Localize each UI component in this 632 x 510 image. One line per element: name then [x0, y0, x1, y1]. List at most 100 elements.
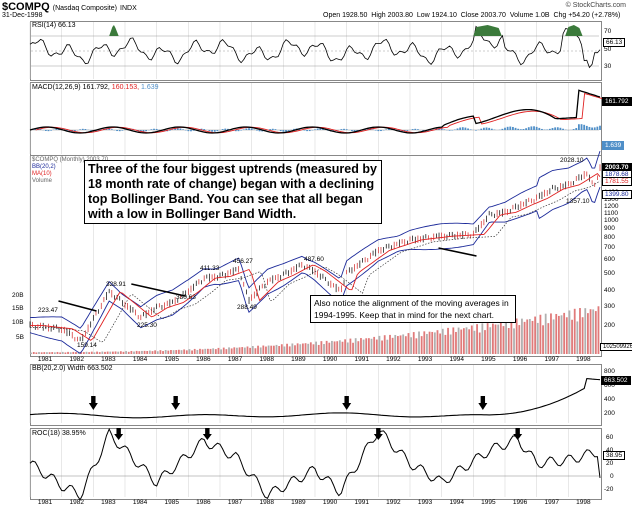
macd-histogram-bar — [179, 128, 182, 130]
volume-bar — [125, 351, 127, 354]
volume-bar — [233, 347, 236, 354]
year-label: 1982 — [69, 356, 84, 363]
volume-bar — [336, 341, 339, 354]
macd-histogram-bar — [316, 128, 319, 130]
chart-title: $COMPQ (Nasdaq Composite) INDX — [2, 1, 137, 13]
macd-histogram-bar — [150, 129, 153, 130]
volume-bar — [40, 352, 43, 354]
volume-bar — [133, 351, 135, 354]
volume-bar — [550, 313, 552, 354]
volume-bar — [418, 331, 420, 354]
price-tick: 200 — [604, 322, 615, 329]
bbw-label: BB(20,2.0) Width 663.502 — [32, 365, 113, 372]
macd-histogram-bar — [81, 128, 84, 130]
volume-bar — [259, 347, 262, 354]
volume-bar — [217, 347, 220, 354]
volume-bar — [528, 318, 531, 354]
volume-bar — [257, 345, 259, 354]
macd-histogram-bar — [427, 130, 430, 132]
volume-bar — [222, 347, 225, 354]
macd-histogram-bar — [174, 128, 177, 130]
macd-histogram-bar — [490, 128, 493, 130]
macd-histogram-bar — [274, 129, 277, 130]
macd-histogram-bar — [559, 127, 562, 130]
macd-histogram-bar — [366, 128, 369, 130]
macd-histogram-bar — [139, 130, 142, 132]
year-label: 1995 — [481, 499, 496, 506]
macd-histogram-bar — [411, 129, 414, 130]
volume-bar — [346, 342, 349, 354]
price-tick: 1300 — [604, 196, 619, 203]
volume-bar — [262, 345, 265, 354]
volume-bar — [315, 341, 317, 354]
volume-bar — [101, 351, 104, 354]
year-label: 1997 — [544, 499, 559, 506]
volume-bar — [452, 327, 455, 354]
top-band-trendline — [131, 283, 186, 297]
macd-label: MACD(12,26,9) 161.792, 160.153, 1.639 — [32, 84, 159, 91]
roc-line — [29, 427, 601, 501]
volume-bar — [38, 352, 40, 354]
year-label: 1996 — [512, 356, 528, 363]
volume-bar — [481, 323, 484, 354]
macd-histogram-bar — [380, 130, 382, 132]
volume-bar — [220, 349, 222, 354]
macd-histogram-bar — [303, 130, 306, 131]
volume-bar — [56, 351, 59, 354]
macd-histogram-bar — [258, 130, 261, 132]
macd-histogram-bar — [269, 129, 272, 130]
macd-histogram-bar — [168, 130, 171, 131]
roc-tick: -20 — [604, 486, 614, 493]
year-label: 1992 — [386, 499, 401, 506]
volume-bar — [230, 348, 233, 354]
macd-histogram-bar — [546, 129, 549, 130]
volume-bar — [455, 331, 457, 354]
macd-histogram-bar — [211, 130, 213, 132]
volume-bar — [473, 330, 476, 354]
volume-bar — [447, 327, 449, 354]
macd-histogram-bar — [577, 124, 580, 130]
macd-histogram-bar — [527, 127, 530, 130]
volume-bar — [502, 326, 505, 354]
volume-bar — [560, 315, 563, 354]
macd-histogram-bar — [406, 130, 409, 131]
roc-peak-arrow — [373, 428, 383, 440]
bb-lower-tag: 1399.80 — [602, 190, 632, 199]
volume-bar — [59, 352, 62, 354]
macd-line — [29, 89, 601, 134]
macd-histogram-bar — [213, 130, 216, 132]
macd-histogram-bar — [208, 130, 211, 132]
macd-histogram-bar — [475, 130, 477, 131]
macd-histogram-bar — [385, 129, 388, 130]
volume-bar — [296, 343, 299, 354]
year-label: 1995 — [481, 356, 496, 363]
ohlc-readout: Open 1928.50 High 2003.80 Low 1924.10 Cl… — [323, 12, 621, 19]
price-tick: 300 — [604, 303, 615, 310]
volume-bar — [154, 350, 157, 354]
volume-bar — [510, 319, 513, 354]
volume-bar — [214, 349, 217, 354]
volume-bar — [499, 322, 502, 354]
macd-histogram-bar — [448, 130, 451, 131]
volume-bar — [457, 327, 460, 354]
volume-bar — [571, 319, 573, 354]
rsi-tick: 30 — [604, 63, 612, 70]
macd-histogram-bar — [506, 126, 509, 130]
macd-histogram-bar — [47, 130, 50, 132]
volume-bar — [90, 351, 93, 354]
volume-bar — [531, 320, 534, 354]
roc-panel — [30, 428, 602, 500]
volume-bar — [35, 352, 38, 354]
volume-bar — [130, 350, 133, 354]
volume-bar — [426, 333, 428, 354]
volume-bar — [439, 333, 442, 354]
year-label: 1993 — [417, 499, 433, 506]
volume-bar — [61, 351, 64, 354]
macd-histogram-bar — [417, 129, 419, 130]
volume-bar — [436, 330, 439, 354]
macd-histogram-bar — [216, 130, 219, 132]
volume-tick: 5B — [16, 334, 24, 341]
roc-peak-arrow — [513, 428, 523, 440]
rsi-label: RSI(14) 66.13 — [32, 22, 76, 29]
